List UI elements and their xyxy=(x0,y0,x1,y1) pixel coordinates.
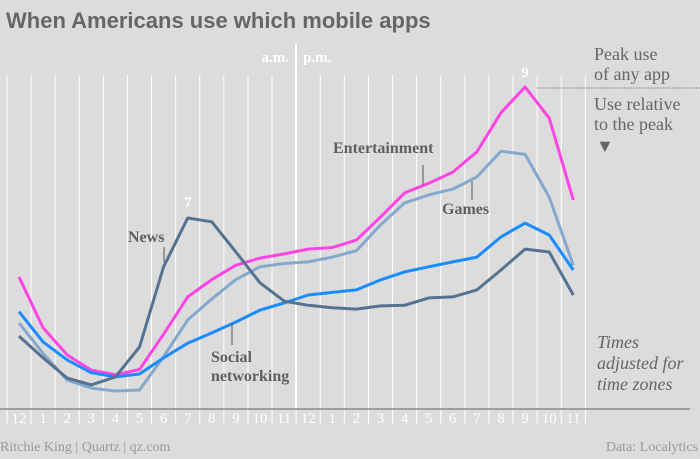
news-peak-label: 7 xyxy=(184,195,192,211)
pm-label: p.m. xyxy=(303,50,332,66)
x-tick-label: 4 xyxy=(401,411,409,427)
series-line-games xyxy=(17,149,575,393)
x-tick-label: 3 xyxy=(88,411,96,427)
x-tick-label: 5 xyxy=(425,411,433,427)
peak-note-line2: of any app xyxy=(594,64,670,84)
x-tick-label: 2 xyxy=(63,411,71,427)
peak-note-line1: Peak use xyxy=(594,44,657,64)
timezone-note-line2: adjusted for xyxy=(597,353,684,373)
x-tick-label: 7 xyxy=(473,411,481,427)
timezone-note-line1: Times xyxy=(597,332,639,352)
x-tick-label: 8 xyxy=(208,411,216,427)
x-tick-label: 10 xyxy=(542,411,557,427)
am-label: a.m. xyxy=(262,50,290,66)
x-tick-label: 1 xyxy=(39,411,47,427)
x-tick-label: 10 xyxy=(253,411,268,427)
x-tick-label: 3 xyxy=(377,411,385,427)
x-tick-label: 9 xyxy=(232,411,240,427)
entertainment-label: Entertainment xyxy=(333,140,434,157)
relative-note-line2: to the peak xyxy=(594,114,673,134)
series-line-news xyxy=(17,216,575,387)
x-tick-labels: 12 1 2 3 4 5 6 7 8 9 10 11 12 1 2 3 4 5 6 7 8 9 10 11 xyxy=(6,410,586,427)
games-label: Games xyxy=(442,201,489,218)
x-tick-label: 11 xyxy=(566,411,580,427)
x-tick-label: 2 xyxy=(353,411,361,427)
x-tick-label: 12 xyxy=(301,411,316,427)
x-tick-label: 5 xyxy=(136,411,144,427)
x-tick-label: 9 xyxy=(521,411,529,427)
x-tick-label: 12 xyxy=(12,411,27,427)
x-tick-label: 7 xyxy=(184,411,192,427)
social-label-line2: networking xyxy=(211,368,289,385)
social-label-line1: Social xyxy=(211,349,252,366)
chart-title: When Americans use which mobile apps xyxy=(6,8,431,33)
x-tick-label: 8 xyxy=(497,411,505,427)
footer-source: Data: Localytics xyxy=(606,440,698,455)
relative-note-line1: Use relative xyxy=(594,94,680,114)
entertainment-peak-label: 9 xyxy=(521,65,529,81)
footer-credit: Ritchie King | Quartz | qz.com xyxy=(0,440,171,455)
x-tick-label: 6 xyxy=(449,411,457,427)
x-tick-label: 1 xyxy=(329,411,337,427)
series-lines xyxy=(17,85,575,393)
timezone-note-line3: time zones xyxy=(597,374,673,394)
news-label: News xyxy=(128,229,164,246)
series-line-social-networking xyxy=(17,221,575,379)
down-arrow-icon: ▼ xyxy=(596,136,614,156)
series-line-entertainment xyxy=(17,85,575,377)
grid xyxy=(6,75,586,409)
x-tick-label: 6 xyxy=(160,411,168,427)
x-tick-label: 4 xyxy=(112,411,120,427)
x-tick-label: 11 xyxy=(277,411,291,427)
